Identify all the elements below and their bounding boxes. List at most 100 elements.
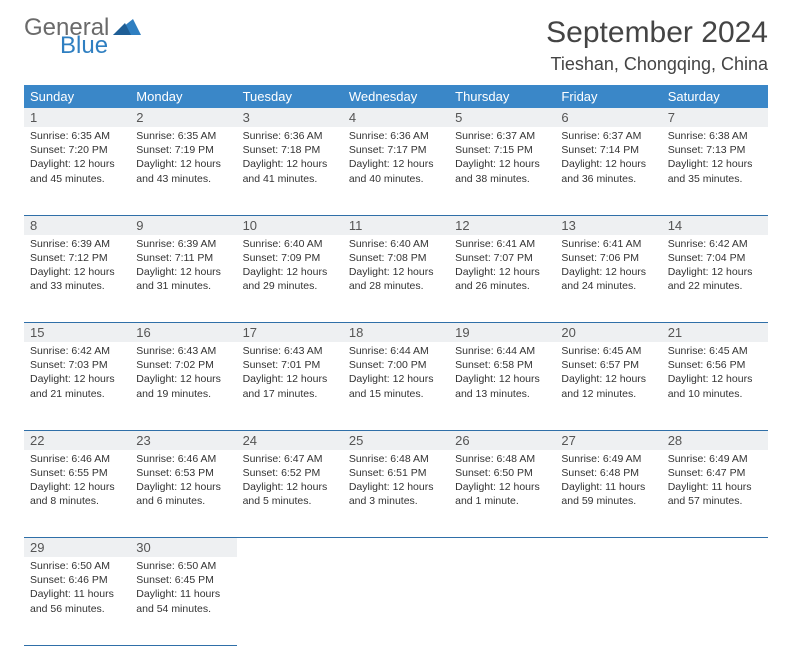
daylight-line: Daylight: 12 hours and 26 minutes. xyxy=(455,265,549,293)
day-body-cell: Sunrise: 6:35 AMSunset: 7:20 PMDaylight:… xyxy=(24,127,130,215)
sunset-line: Sunset: 6:51 PM xyxy=(349,466,443,480)
day-body-row: Sunrise: 6:42 AMSunset: 7:03 PMDaylight:… xyxy=(24,342,768,430)
sunrise-line: Sunrise: 6:46 AM xyxy=(30,452,124,466)
daylight-line: Daylight: 11 hours and 57 minutes. xyxy=(668,480,762,508)
day-number-cell: 20 xyxy=(555,323,661,343)
sunrise-line: Sunrise: 6:38 AM xyxy=(668,129,762,143)
day-body-cell: Sunrise: 6:36 AMSunset: 7:17 PMDaylight:… xyxy=(343,127,449,215)
sunrise-line: Sunrise: 6:41 AM xyxy=(561,237,655,251)
day-number-cell: 26 xyxy=(449,430,555,450)
sunset-line: Sunset: 7:06 PM xyxy=(561,251,655,265)
day-number-cell: 14 xyxy=(662,215,768,235)
sunrise-line: Sunrise: 6:48 AM xyxy=(455,452,549,466)
day-body-cell: Sunrise: 6:47 AMSunset: 6:52 PMDaylight:… xyxy=(237,450,343,538)
day-header: Saturday xyxy=(662,85,768,108)
daylight-line: Daylight: 12 hours and 31 minutes. xyxy=(136,265,230,293)
day-number-cell: 17 xyxy=(237,323,343,343)
day-number-cell: 23 xyxy=(130,430,236,450)
day-body-cell: Sunrise: 6:37 AMSunset: 7:15 PMDaylight:… xyxy=(449,127,555,215)
day-number-cell: 1 xyxy=(24,108,130,127)
day-number-cell: 9 xyxy=(130,215,236,235)
day-body-cell xyxy=(662,557,768,645)
day-body-row: Sunrise: 6:35 AMSunset: 7:20 PMDaylight:… xyxy=(24,127,768,215)
sunrise-line: Sunrise: 6:40 AM xyxy=(243,237,337,251)
day-header: Monday xyxy=(130,85,236,108)
sunset-line: Sunset: 7:13 PM xyxy=(668,143,762,157)
day-body-row: Sunrise: 6:39 AMSunset: 7:12 PMDaylight:… xyxy=(24,235,768,323)
day-number-cell: 12 xyxy=(449,215,555,235)
day-header: Sunday xyxy=(24,85,130,108)
day-number-cell: 30 xyxy=(130,538,236,558)
day-body-cell: Sunrise: 6:41 AMSunset: 7:06 PMDaylight:… xyxy=(555,235,661,323)
day-body-cell xyxy=(343,557,449,645)
day-number-cell: 27 xyxy=(555,430,661,450)
day-number-cell: 10 xyxy=(237,215,343,235)
sunset-line: Sunset: 7:02 PM xyxy=(136,358,230,372)
day-number-cell xyxy=(343,538,449,558)
sunrise-line: Sunrise: 6:49 AM xyxy=(668,452,762,466)
day-body-cell: Sunrise: 6:44 AMSunset: 7:00 PMDaylight:… xyxy=(343,342,449,430)
day-number-cell xyxy=(555,538,661,558)
logo: General Blue xyxy=(24,16,141,58)
day-number-row: 1234567 xyxy=(24,108,768,127)
day-body-cell: Sunrise: 6:46 AMSunset: 6:55 PMDaylight:… xyxy=(24,450,130,538)
sunset-line: Sunset: 7:14 PM xyxy=(561,143,655,157)
daylight-line: Daylight: 12 hours and 36 minutes. xyxy=(561,157,655,185)
day-number-cell: 3 xyxy=(237,108,343,127)
day-header-row: SundayMondayTuesdayWednesdayThursdayFrid… xyxy=(24,85,768,108)
sunrise-line: Sunrise: 6:36 AM xyxy=(349,129,443,143)
day-number-cell: 24 xyxy=(237,430,343,450)
sunset-line: Sunset: 7:00 PM xyxy=(349,358,443,372)
sunrise-line: Sunrise: 6:45 AM xyxy=(561,344,655,358)
day-body-cell: Sunrise: 6:42 AMSunset: 7:03 PMDaylight:… xyxy=(24,342,130,430)
day-number-cell: 29 xyxy=(24,538,130,558)
day-body-cell: Sunrise: 6:44 AMSunset: 6:58 PMDaylight:… xyxy=(449,342,555,430)
day-number-cell: 28 xyxy=(662,430,768,450)
sunrise-line: Sunrise: 6:47 AM xyxy=(243,452,337,466)
daylight-line: Daylight: 12 hours and 24 minutes. xyxy=(561,265,655,293)
daylight-line: Daylight: 12 hours and 45 minutes. xyxy=(30,157,124,185)
day-number-cell: 11 xyxy=(343,215,449,235)
daylight-line: Daylight: 12 hours and 41 minutes. xyxy=(243,157,337,185)
day-body-cell: Sunrise: 6:45 AMSunset: 6:57 PMDaylight:… xyxy=(555,342,661,430)
sunrise-line: Sunrise: 6:44 AM xyxy=(455,344,549,358)
day-body-cell: Sunrise: 6:40 AMSunset: 7:09 PMDaylight:… xyxy=(237,235,343,323)
daylight-line: Daylight: 12 hours and 5 minutes. xyxy=(243,480,337,508)
day-number-cell: 16 xyxy=(130,323,236,343)
header: General Blue September 2024 Tieshan, Cho… xyxy=(24,16,768,75)
day-body-cell: Sunrise: 6:49 AMSunset: 6:47 PMDaylight:… xyxy=(662,450,768,538)
day-number-cell: 22 xyxy=(24,430,130,450)
sunrise-line: Sunrise: 6:44 AM xyxy=(349,344,443,358)
sunset-line: Sunset: 6:52 PM xyxy=(243,466,337,480)
day-body-cell: Sunrise: 6:49 AMSunset: 6:48 PMDaylight:… xyxy=(555,450,661,538)
sunset-line: Sunset: 6:50 PM xyxy=(455,466,549,480)
day-header: Tuesday xyxy=(237,85,343,108)
day-body-cell: Sunrise: 6:39 AMSunset: 7:12 PMDaylight:… xyxy=(24,235,130,323)
calendar-table: SundayMondayTuesdayWednesdayThursdayFrid… xyxy=(24,85,768,646)
daylight-line: Daylight: 12 hours and 21 minutes. xyxy=(30,372,124,400)
daylight-line: Daylight: 11 hours and 54 minutes. xyxy=(136,587,230,615)
day-body-cell: Sunrise: 6:40 AMSunset: 7:08 PMDaylight:… xyxy=(343,235,449,323)
daylight-line: Daylight: 12 hours and 28 minutes. xyxy=(349,265,443,293)
sunrise-line: Sunrise: 6:43 AM xyxy=(243,344,337,358)
day-number-cell: 6 xyxy=(555,108,661,127)
sunrise-line: Sunrise: 6:42 AM xyxy=(668,237,762,251)
day-number-cell: 5 xyxy=(449,108,555,127)
sunset-line: Sunset: 7:08 PM xyxy=(349,251,443,265)
day-body-cell: Sunrise: 6:38 AMSunset: 7:13 PMDaylight:… xyxy=(662,127,768,215)
sunrise-line: Sunrise: 6:45 AM xyxy=(668,344,762,358)
day-body-cell xyxy=(555,557,661,645)
sunset-line: Sunset: 6:55 PM xyxy=(30,466,124,480)
sunrise-line: Sunrise: 6:35 AM xyxy=(30,129,124,143)
logo-text-blue: Blue xyxy=(60,34,141,58)
daylight-line: Daylight: 12 hours and 40 minutes. xyxy=(349,157,443,185)
sunset-line: Sunset: 6:58 PM xyxy=(455,358,549,372)
sunset-line: Sunset: 7:19 PM xyxy=(136,143,230,157)
sunset-line: Sunset: 6:57 PM xyxy=(561,358,655,372)
daylight-line: Daylight: 11 hours and 56 minutes. xyxy=(30,587,124,615)
sunrise-line: Sunrise: 6:46 AM xyxy=(136,452,230,466)
daylight-line: Daylight: 12 hours and 38 minutes. xyxy=(455,157,549,185)
day-number-cell: 4 xyxy=(343,108,449,127)
sunset-line: Sunset: 6:48 PM xyxy=(561,466,655,480)
day-body-row: Sunrise: 6:50 AMSunset: 6:46 PMDaylight:… xyxy=(24,557,768,645)
